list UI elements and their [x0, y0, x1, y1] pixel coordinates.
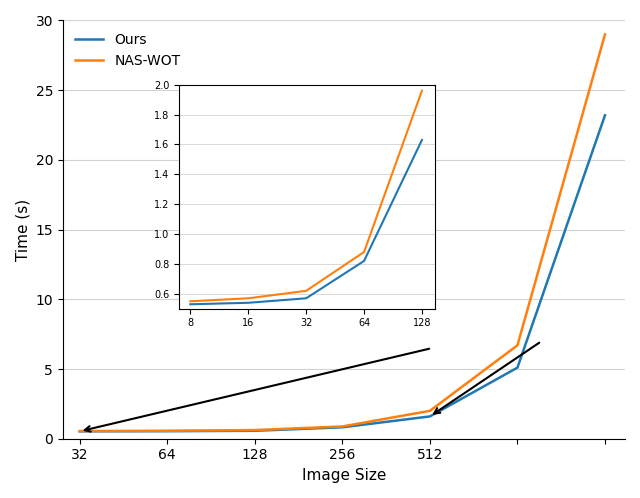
- Y-axis label: Time (s): Time (s): [15, 199, 30, 260]
- NAS-WOT: [426, 408, 434, 414]
- NAS-WOT: [76, 428, 84, 434]
- Line: NAS-WOT: NAS-WOT: [80, 34, 605, 431]
- Ours: [76, 428, 84, 434]
- Ours: [601, 113, 609, 119]
- Ours: [163, 428, 171, 434]
- NAS-WOT: [339, 423, 346, 429]
- Ours: [426, 413, 434, 419]
- NAS-WOT: [251, 427, 259, 433]
- X-axis label: Image Size: Image Size: [302, 468, 386, 483]
- Ours: [513, 365, 521, 371]
- Ours: [339, 424, 346, 430]
- Legend: Ours, NAS-WOT: Ours, NAS-WOT: [70, 27, 186, 74]
- NAS-WOT: [513, 342, 521, 348]
- NAS-WOT: [163, 428, 171, 434]
- Ours: [251, 428, 259, 434]
- NAS-WOT: [601, 31, 609, 37]
- Line: Ours: Ours: [80, 116, 605, 431]
